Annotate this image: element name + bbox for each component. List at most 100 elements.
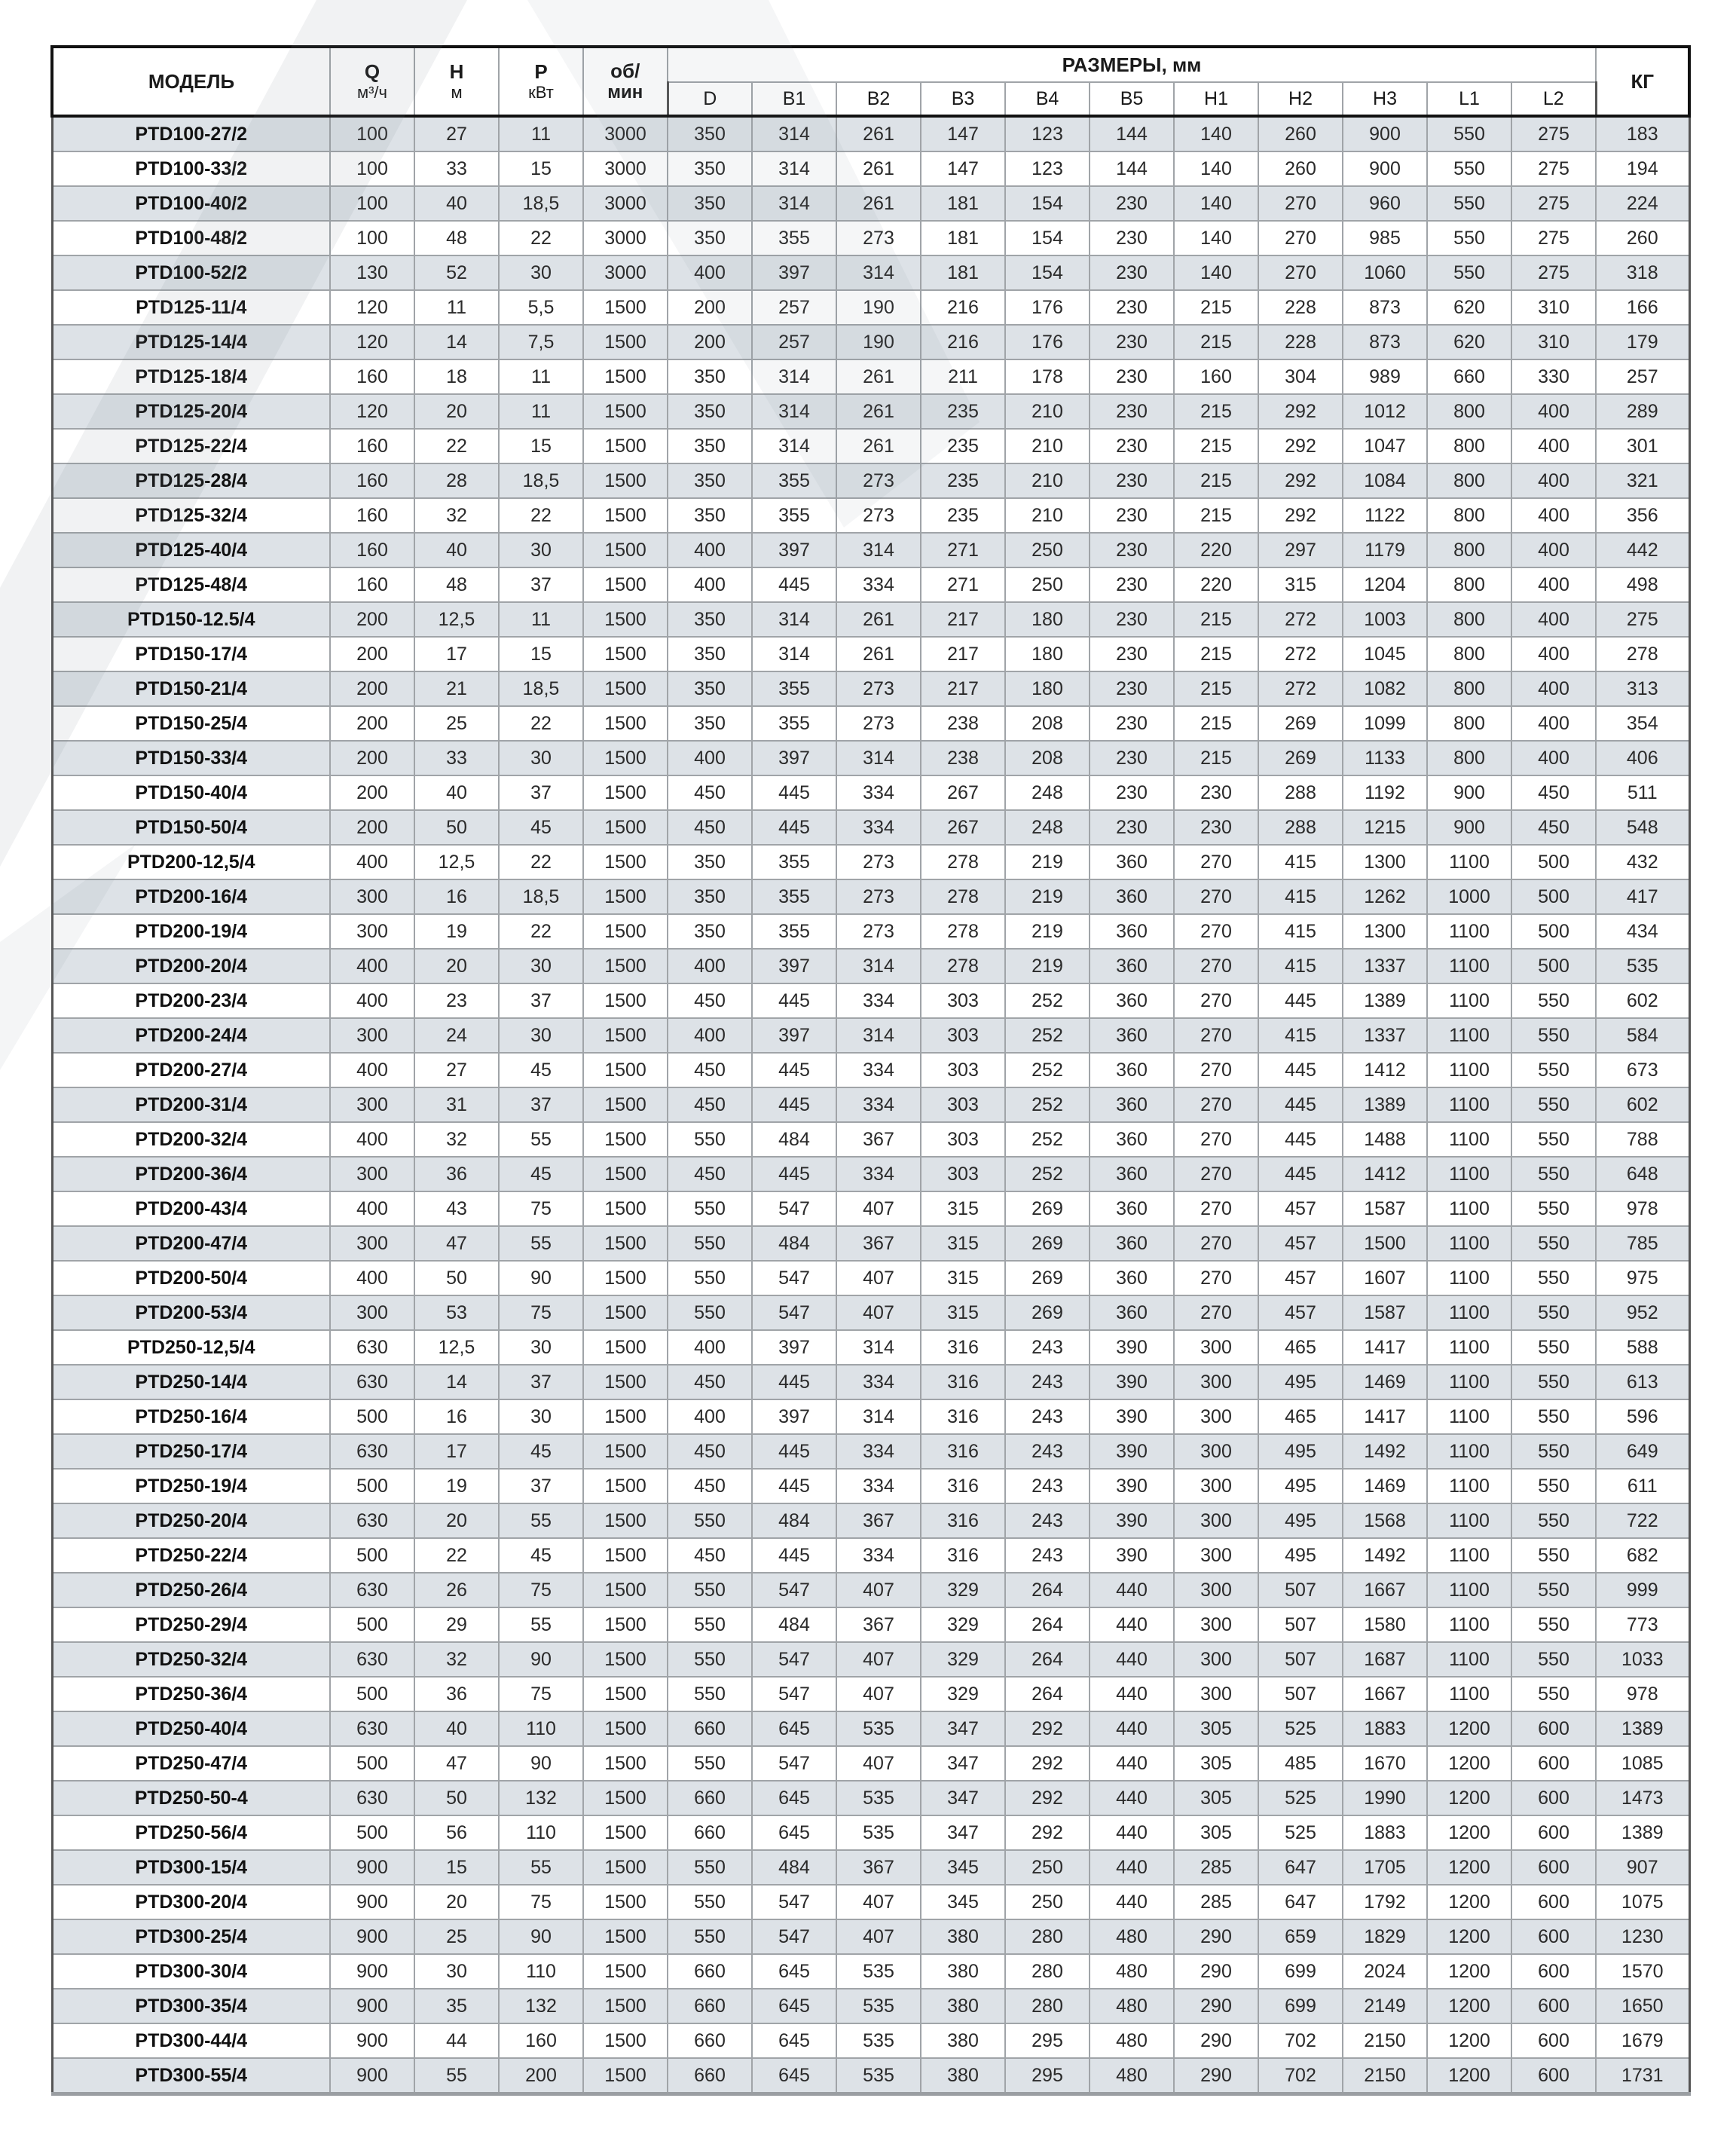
cell-b3: 315 [920, 1191, 1006, 1227]
cell-weight: 1033 [1595, 1641, 1691, 1678]
cell-power: 30 [498, 1399, 584, 1435]
cell-b3: 303 [920, 1156, 1006, 1192]
cell-h1: 270 [1173, 1191, 1259, 1227]
cell-head: 27 [414, 115, 500, 152]
cell-b2: 407 [836, 1260, 921, 1296]
cell-b1: 547 [751, 1884, 837, 1920]
cell-flow: 630 [329, 1329, 415, 1366]
cell-h1: 220 [1173, 532, 1259, 568]
cell-b5: 230 [1089, 497, 1175, 534]
cell-b4: 280 [1004, 1988, 1090, 2024]
cell-h1: 140 [1173, 185, 1259, 222]
header-power-label: P [534, 60, 548, 83]
cell-b1: 355 [751, 844, 837, 880]
cell-b5: 360 [1089, 1156, 1175, 1192]
cell-l1: 1100 [1426, 1676, 1512, 1712]
cell-l2: 550 [1511, 1537, 1597, 1574]
cell-rpm: 1500 [582, 1260, 668, 1296]
cell-b5: 230 [1089, 705, 1175, 742]
cell-b2: 314 [836, 1329, 921, 1366]
cell-b1: 355 [751, 220, 837, 256]
cell-b4: 210 [1004, 463, 1090, 499]
cell-b4: 269 [1004, 1295, 1090, 1331]
cell-b5: 360 [1089, 1260, 1175, 1296]
cell-b1: 445 [751, 1052, 837, 1088]
cell-rpm: 1500 [582, 1017, 668, 1054]
cell-weight: 1473 [1595, 1780, 1691, 1816]
cell-h2: 507 [1258, 1572, 1343, 1608]
cell-b3: 303 [920, 1121, 1006, 1158]
cell-l2: 310 [1511, 324, 1597, 360]
cell-weight: 785 [1595, 1225, 1691, 1262]
header-flow-label: Q [364, 60, 381, 83]
cell-b3: 303 [920, 1052, 1006, 1088]
cell-h1: 215 [1173, 740, 1259, 776]
cell-rpm: 1500 [582, 1433, 668, 1470]
cell-b1: 314 [751, 601, 837, 638]
cell-l1: 1100 [1426, 1468, 1512, 1504]
cell-h2: 260 [1258, 115, 1343, 152]
cell-model: PTD200-27/4 [50, 1052, 331, 1088]
cell-b2: 334 [836, 983, 921, 1019]
cell-h1: 270 [1173, 879, 1259, 915]
cell-b1: 355 [751, 497, 837, 534]
cell-power: 45 [498, 1052, 584, 1088]
table-row: PTD125-14/4 120 14 7,5 1500 200 257 190 216 176 23… [50, 324, 1691, 360]
cell-flow: 160 [329, 497, 415, 534]
cell-power: 5,5 [498, 289, 584, 326]
cell-flow: 200 [329, 809, 415, 846]
cell-b2: 367 [836, 1225, 921, 1262]
cell-h3: 1047 [1342, 428, 1428, 464]
cell-h2: 270 [1258, 255, 1343, 291]
cell-l1: 1200 [1426, 1919, 1512, 1955]
cell-head: 53 [414, 1295, 500, 1331]
cell-b1: 314 [751, 359, 837, 395]
cell-l1: 1200 [1426, 1780, 1512, 1816]
cell-b2: 273 [836, 913, 921, 950]
cell-head: 21 [414, 671, 500, 707]
cell-h1: 300 [1173, 1641, 1259, 1678]
cell-b3: 278 [920, 879, 1006, 915]
cell-h2: 272 [1258, 671, 1343, 707]
cell-b4: 269 [1004, 1260, 1090, 1296]
cell-b2: 261 [836, 601, 921, 638]
cell-rpm: 1500 [582, 1503, 668, 1539]
cell-d: 550 [667, 1849, 753, 1886]
cell-b1: 397 [751, 1399, 837, 1435]
cell-power: 30 [498, 1017, 584, 1054]
cell-l1: 1200 [1426, 2057, 1512, 2096]
cell-h2: 228 [1258, 289, 1343, 326]
cell-weight: 301 [1595, 428, 1691, 464]
cell-rpm: 1500 [582, 809, 668, 846]
cell-b2: 314 [836, 1399, 921, 1435]
table-row: PTD250-20/4 630 20 55 1500 550 484 367 316 243 390… [50, 1503, 1691, 1539]
cell-power: 15 [498, 428, 584, 464]
cell-h2: 702 [1258, 2023, 1343, 2059]
cell-model: PTD300-55/4 [50, 2057, 331, 2096]
cell-b4: 243 [1004, 1468, 1090, 1504]
cell-b5: 360 [1089, 1121, 1175, 1158]
cell-h3: 1500 [1342, 1225, 1428, 1262]
cell-b2: 334 [836, 1364, 921, 1400]
cell-b5: 360 [1089, 983, 1175, 1019]
header-dim-h3: H3 [1342, 81, 1428, 118]
cell-weight: 682 [1595, 1537, 1691, 1574]
cell-h2: 647 [1258, 1849, 1343, 1886]
cell-b5: 360 [1089, 844, 1175, 880]
cell-rpm: 1500 [582, 948, 668, 984]
cell-rpm: 1500 [582, 1607, 668, 1643]
cell-h1: 215 [1173, 463, 1259, 499]
cell-d: 550 [667, 1295, 753, 1331]
cell-b3: 329 [920, 1676, 1006, 1712]
cell-h2: 292 [1258, 497, 1343, 534]
cell-b4: 250 [1004, 1884, 1090, 1920]
cell-flow: 500 [329, 1676, 415, 1712]
cell-l2: 500 [1511, 879, 1597, 915]
cell-d: 550 [667, 1607, 753, 1643]
cell-d: 400 [667, 1017, 753, 1054]
cell-power: 75 [498, 1572, 584, 1608]
cell-h1: 305 [1173, 1780, 1259, 1816]
cell-l1: 1200 [1426, 2023, 1512, 2059]
table-row: PTD100-52/2 130 52 30 3000 400 397 314 181 154 230… [50, 255, 1691, 291]
